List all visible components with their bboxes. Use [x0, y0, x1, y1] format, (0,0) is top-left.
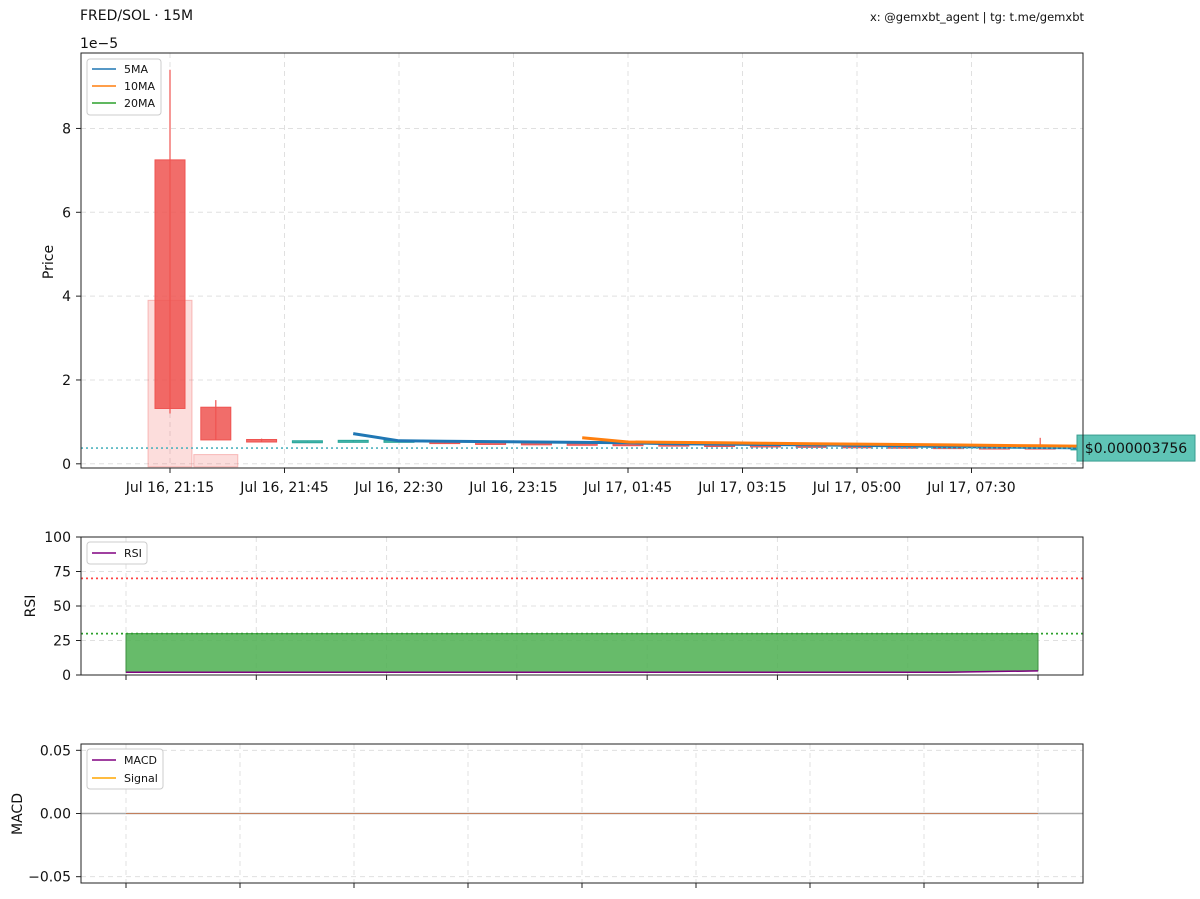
rsi-y-tick-label: 100	[44, 530, 71, 546]
legend-label-10MA: 10MA	[124, 80, 155, 93]
macd-legend-box	[86, 748, 164, 790]
price-y-tick-label: 0	[62, 457, 71, 473]
legend-label-20MA: 20MA	[124, 97, 155, 110]
price-panel-frame	[80, 52, 1084, 469]
price-y-tick-label: 4	[62, 289, 71, 305]
rsi-y-tick-label: 50	[53, 599, 71, 615]
rsi-oversold-fill	[125, 633, 1039, 673]
price-x-tick-label: Jul 17, 05:00	[812, 480, 901, 496]
legend-label-Signal: Signal	[124, 772, 158, 785]
current-price-label: $0.000003756	[1085, 441, 1188, 457]
rsi-line	[126, 670, 1039, 673]
price-x-tick-label: Jul 17, 03:15	[697, 480, 786, 496]
price-y-tick-label: 2	[62, 373, 71, 389]
legend-label-RSI: RSI	[124, 547, 142, 560]
candle-body	[154, 159, 186, 409]
watermark-text: x: @gemxbt_agent | tg: t.me/gemxbt	[869, 10, 1084, 24]
price-legend-box	[86, 58, 162, 116]
candle-body	[291, 440, 323, 444]
legend-label-5MA: 5MA	[124, 63, 148, 76]
macd-y-tick-label: −0.05	[28, 870, 71, 886]
macd-y-tick-label: 0.00	[40, 807, 71, 823]
chart-title: FRED/SOL · 15M	[80, 8, 194, 24]
macd-y-axis-label: MACD	[10, 793, 26, 835]
ma-line-10MA	[582, 436, 1087, 448]
price-scale-label: 1e−5	[80, 36, 118, 52]
price-x-tick-label: Jul 16, 21:15	[125, 480, 214, 496]
rsi-y-tick-label: 25	[53, 634, 71, 650]
price-y-tick-label: 8	[62, 121, 71, 137]
price-x-tick-label: Jul 16, 22:30	[354, 480, 443, 496]
candle-body	[246, 438, 278, 443]
rsi-y-tick-label: 0	[62, 668, 71, 684]
legend-label-MACD: MACD	[124, 754, 157, 767]
price-x-tick-label: Jul 16, 21:45	[239, 480, 328, 496]
rsi-legend-box	[86, 541, 148, 565]
candle-body	[337, 439, 369, 443]
price-x-tick-label: Jul 17, 07:30	[926, 480, 1015, 496]
price-y-axis-label: Price	[41, 245, 57, 279]
volume-bar	[193, 454, 239, 468]
current-price-tag	[1076, 434, 1196, 462]
rsi-y-axis-label: RSI	[23, 595, 39, 618]
price-x-tick-label: Jul 17, 01:45	[583, 480, 672, 496]
macd-y-tick-label: 0.05	[40, 743, 71, 759]
price-y-tick-label: 6	[62, 205, 71, 221]
candle-body	[200, 406, 232, 441]
rsi-y-tick-label: 75	[53, 565, 71, 581]
price-x-tick-label: Jul 16, 23:15	[468, 480, 557, 496]
